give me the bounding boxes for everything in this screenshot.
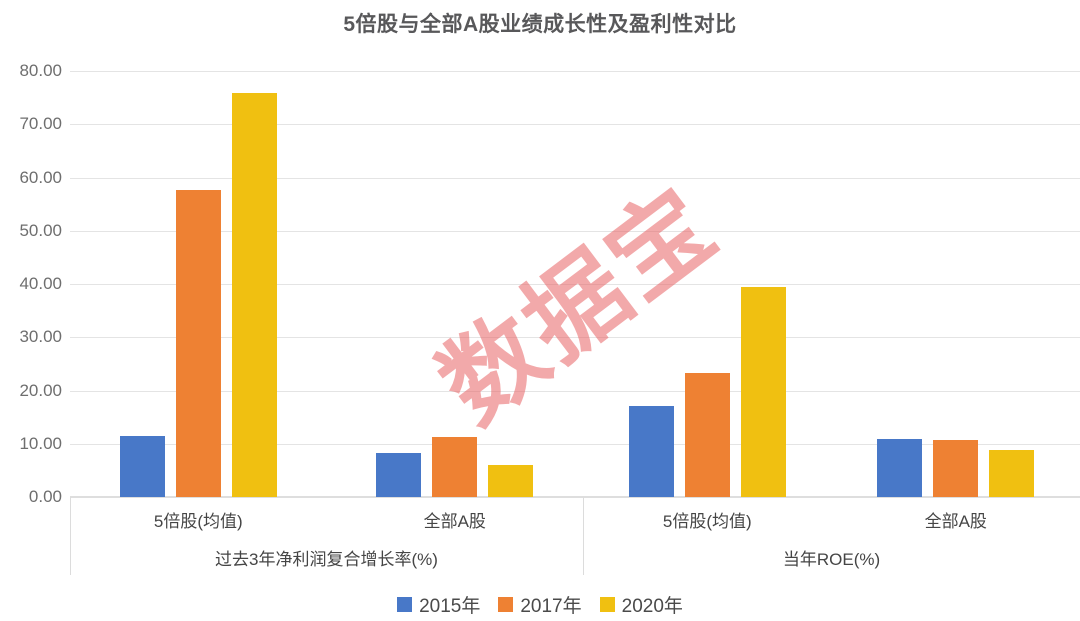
gridline-30 <box>70 337 1080 339</box>
group-label: 过去3年净利润复合增长率(%) <box>215 550 438 569</box>
y-tick-label: 60.00 <box>19 167 62 187</box>
bar-2020年-cluster0 <box>231 93 277 497</box>
bar-2020年-cluster3 <box>989 449 1035 497</box>
bar-2017年-cluster1 <box>432 437 478 497</box>
gridline-10 <box>70 443 1080 445</box>
bar-2017年-cluster2 <box>684 372 730 497</box>
axis-group-divider <box>583 497 584 575</box>
gridline-80 <box>70 71 1080 72</box>
y-tick-label: 40.00 <box>19 274 62 293</box>
legend-swatch-icon <box>498 597 514 612</box>
legend-swatch-icon <box>397 597 413 612</box>
legend-item-2015年: 2015年 <box>397 591 480 618</box>
bar-2015年-cluster2 <box>628 405 674 497</box>
bar-2015年-cluster0 <box>119 435 165 497</box>
bar-2015年-cluster3 <box>877 438 923 497</box>
legend-item-2017年: 2017年 <box>498 591 582 618</box>
bar-2020年-cluster2 <box>740 286 786 497</box>
gridline-60 <box>70 177 1080 179</box>
bar-2020年-cluster1 <box>488 464 534 497</box>
category-label: 全部A股 <box>924 512 987 531</box>
category-label: 5倍股(均值) <box>662 512 752 531</box>
y-tick-label: 80.00 <box>19 61 62 80</box>
y-tick-label: 30.00 <box>19 327 62 347</box>
legend-label: 2017年 <box>520 596 582 617</box>
y-tick-label: 70.00 <box>19 114 62 134</box>
gridline-50 <box>70 230 1080 232</box>
bar-2017年-cluster3 <box>933 440 979 497</box>
legend: 2015年 2017年 2020年 <box>0 591 1080 618</box>
y-tick-label: 20.00 <box>19 380 62 400</box>
y-tick-label: 50.00 <box>19 220 62 240</box>
x-axis-line <box>70 496 1080 498</box>
group-label: 当年ROE(%) <box>782 550 881 569</box>
bar-2015年-cluster1 <box>376 453 422 497</box>
axis-frame-left <box>70 497 71 575</box>
legend-swatch-icon <box>599 597 615 612</box>
category-label: 全部A股 <box>423 512 486 531</box>
y-tick-label: 10.00 <box>19 433 62 453</box>
legend-label: 2015年 <box>419 596 481 617</box>
gridline-70 <box>70 124 1080 126</box>
gridline-20 <box>70 390 1080 392</box>
legend-label: 2020年 <box>621 596 683 617</box>
bar-2017年-cluster0 <box>175 190 221 497</box>
chart-title: 5倍股与全部A股业绩成长性及盈利性对比 <box>343 13 737 36</box>
y-tick-label: 0.00 <box>28 487 62 506</box>
gridline-40 <box>70 284 1080 285</box>
category-label: 5倍股(均值) <box>153 512 243 531</box>
legend-item-2020年: 2020年 <box>599 591 683 618</box>
